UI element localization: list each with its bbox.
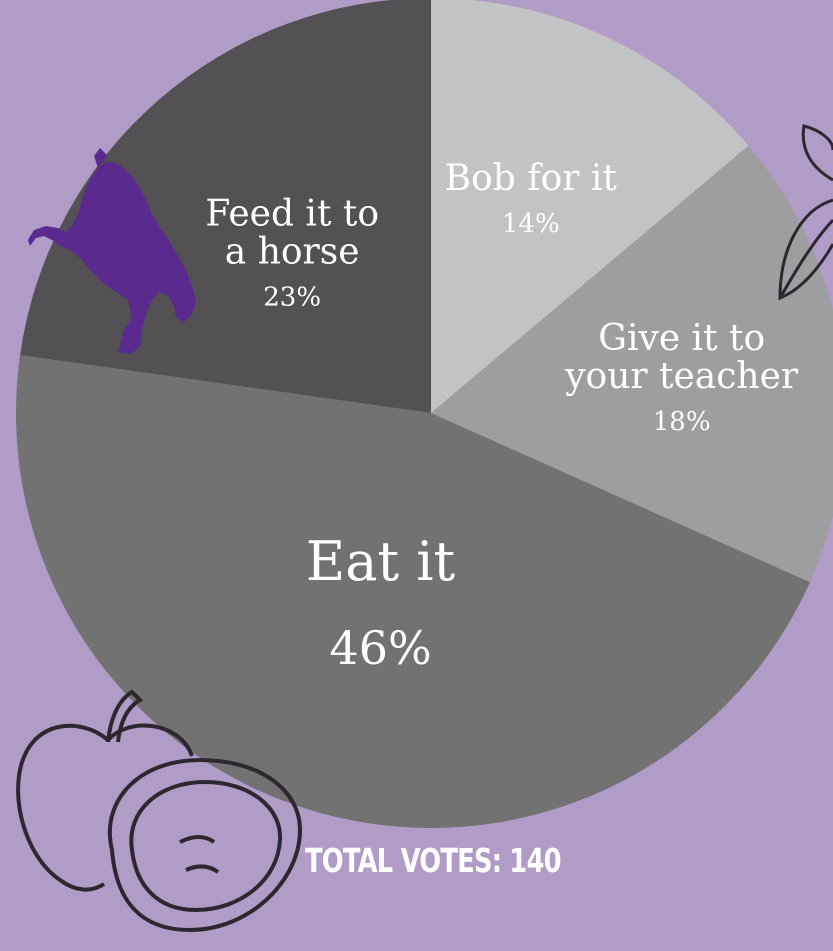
horse-icon	[28, 148, 196, 354]
slice-value-label: 46%	[329, 621, 431, 675]
slice-label: your teacher	[564, 356, 799, 397]
slice-label: Eat it	[306, 530, 456, 593]
pie-slice	[20, 0, 431, 413]
slice-label: Bob for it	[445, 158, 618, 199]
apple-icon	[16, 689, 303, 933]
pie-slice	[15, 355, 810, 829]
leaf-icon	[778, 124, 833, 301]
slice-label: Feed it to	[205, 194, 379, 235]
slice-value-label: 23%	[263, 283, 321, 313]
pie-slice	[431, 145, 833, 583]
slice-label: Give it to	[598, 318, 765, 359]
slice-value-label: 18%	[653, 407, 711, 437]
total-votes-label: TOTAL VOTES: 140	[305, 841, 562, 880]
slice-label: a horse	[225, 232, 360, 273]
slice-value-label: 14%	[502, 209, 560, 239]
pie-slice	[431, 0, 749, 413]
